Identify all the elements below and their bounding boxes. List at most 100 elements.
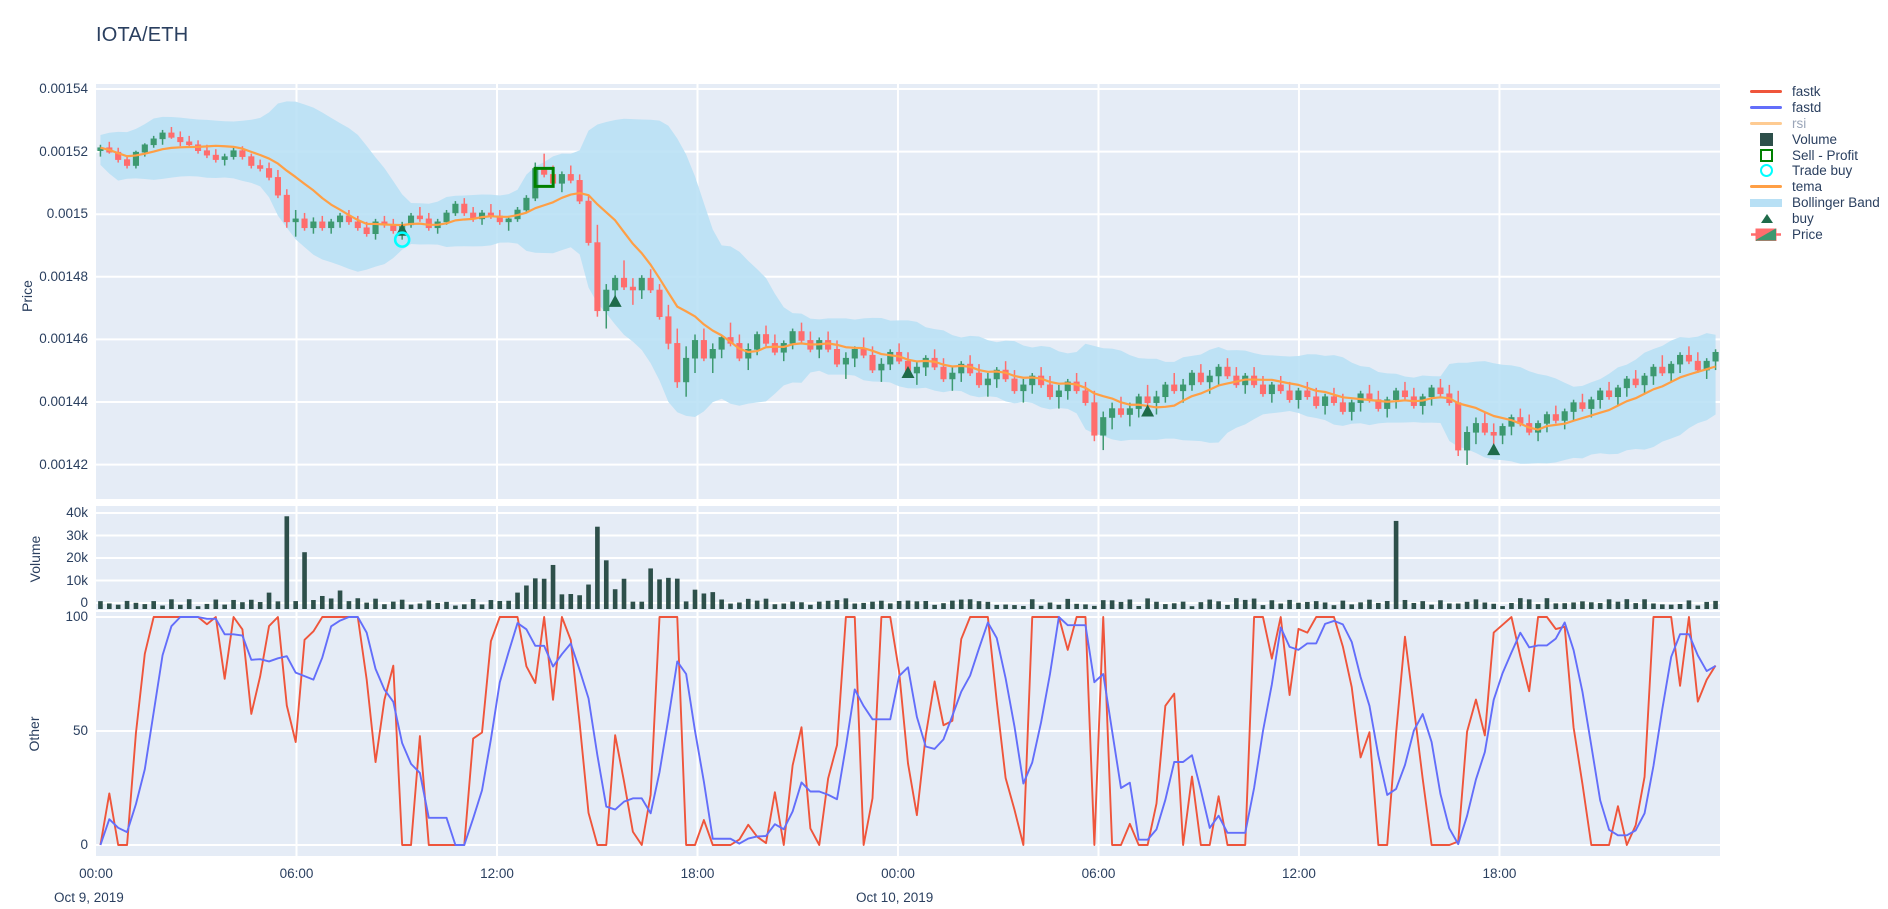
volume-bar bbox=[1136, 606, 1142, 609]
axis-tick-label: 0 bbox=[80, 595, 88, 610]
legend-line-swatch-icon bbox=[1748, 84, 1784, 99]
legend-item-fastd[interactable]: fastd bbox=[1748, 100, 1880, 116]
volume-bar bbox=[1287, 599, 1292, 609]
legend-candlestick-icon bbox=[1748, 227, 1784, 242]
volume-bar bbox=[648, 568, 653, 609]
volume-bar bbox=[1118, 601, 1124, 609]
legend-item-fastk[interactable]: fastk bbox=[1748, 84, 1880, 100]
x-axis-date-label: Oct 9, 2019 bbox=[54, 890, 124, 905]
volume-bar bbox=[346, 601, 352, 609]
legend-item-label: Volume bbox=[1792, 131, 1838, 147]
volume-bar bbox=[763, 598, 769, 609]
axis-tick-label: 100 bbox=[65, 609, 88, 624]
volume-bar bbox=[142, 604, 148, 609]
square-swatch-icon bbox=[1760, 132, 1773, 146]
volume-bar bbox=[559, 594, 565, 609]
axis-tick-label: 20k bbox=[66, 550, 88, 565]
legend-item-label: fastk bbox=[1792, 84, 1821, 100]
volume-bar bbox=[222, 604, 227, 609]
buy-marker bbox=[1487, 443, 1501, 456]
volume-bar bbox=[781, 603, 787, 609]
volume-bar bbox=[683, 601, 689, 609]
volume-bar bbox=[1526, 599, 1532, 609]
legend-item-bollinger-band[interactable]: Bollinger Band bbox=[1748, 195, 1880, 211]
volume-bar bbox=[1518, 598, 1523, 609]
volume-bar bbox=[603, 560, 609, 609]
volume-bar bbox=[737, 602, 742, 609]
volume-bar bbox=[586, 584, 591, 609]
trade-buy-marker bbox=[393, 231, 411, 248]
axis-tick-label: 0.00144 bbox=[39, 394, 88, 409]
x-axis-date-label: Oct 10, 2019 bbox=[855, 890, 934, 905]
volume-bar bbox=[1003, 604, 1008, 609]
legend-square-swatch-icon bbox=[1748, 132, 1784, 147]
volume-bar bbox=[266, 592, 272, 609]
volume-bar bbox=[1340, 600, 1346, 609]
volume-bar bbox=[861, 602, 866, 609]
fastd-line bbox=[99, 616, 1717, 846]
volume-bar bbox=[390, 601, 396, 609]
legend-item-sell-profit[interactable]: Sell - Profit bbox=[1748, 147, 1880, 163]
other-plot-panel[interactable] bbox=[96, 612, 1720, 856]
legend-item-tema[interactable]: tema bbox=[1748, 179, 1880, 195]
volume-bar bbox=[808, 604, 813, 609]
volume-bar bbox=[479, 604, 485, 609]
volume-plot-panel[interactable] bbox=[96, 506, 1720, 610]
volume-bar bbox=[319, 595, 325, 609]
volume-bar bbox=[408, 604, 414, 609]
price-plot-panel[interactable] bbox=[96, 84, 1720, 499]
bollinger-band bbox=[100, 101, 1716, 464]
volume-bar bbox=[958, 599, 964, 609]
volume-bar bbox=[115, 604, 121, 609]
volume-bar bbox=[1589, 602, 1594, 609]
volume-bar bbox=[1189, 606, 1195, 609]
volume-bar bbox=[1074, 603, 1079, 609]
legend-item-rsi[interactable]: rsi bbox=[1748, 116, 1880, 132]
price-plot-svg bbox=[96, 84, 1720, 499]
page-title: IOTA/ETH bbox=[96, 24, 189, 46]
volume-bar bbox=[1509, 602, 1514, 609]
volume-bar bbox=[1429, 604, 1434, 609]
volume-bar bbox=[151, 601, 156, 609]
volume-bar bbox=[1420, 601, 1426, 609]
volume-bar bbox=[1393, 520, 1399, 609]
legend-line-swatch-icon bbox=[1748, 116, 1784, 131]
legend-item-label: rsi bbox=[1792, 115, 1807, 131]
axis-tick-label: 30k bbox=[66, 527, 88, 543]
volume-bar bbox=[657, 579, 662, 609]
axis-tick-label: 40k bbox=[66, 505, 88, 520]
legend-item-trade-buy[interactable]: Trade buy bbox=[1748, 163, 1880, 179]
volume-bar bbox=[1464, 601, 1470, 609]
volume-bar bbox=[1571, 602, 1576, 609]
volume-bar bbox=[1198, 602, 1204, 609]
legend-item-buy[interactable]: buy bbox=[1748, 210, 1880, 226]
chart-legend[interactable]: fastk fastd rsi Volume Sell - Profit Trade bu… bbox=[1748, 84, 1880, 242]
volume-bar bbox=[834, 600, 840, 609]
volume-bar bbox=[1367, 599, 1372, 609]
x-axis-tick-label: 12:00 bbox=[1282, 866, 1316, 881]
volume-bar bbox=[816, 601, 822, 609]
volume-bar bbox=[1216, 601, 1221, 609]
legend-item-price[interactable]: Price bbox=[1748, 226, 1880, 242]
legend-item-volume[interactable]: Volume bbox=[1748, 131, 1880, 147]
other-plot-svg bbox=[96, 612, 1720, 856]
volume-bar bbox=[1491, 603, 1497, 609]
volume-bar bbox=[1633, 603, 1639, 609]
volume-bar bbox=[790, 601, 795, 609]
volume-bar bbox=[1677, 604, 1683, 609]
volume-bar bbox=[595, 526, 600, 609]
volume-bar bbox=[293, 601, 298, 609]
volume-bar bbox=[248, 599, 254, 609]
volume-bar bbox=[852, 603, 858, 609]
volume-bar bbox=[364, 602, 369, 609]
volume-bar bbox=[470, 599, 476, 609]
volume-bar bbox=[1642, 599, 1647, 609]
volume-bar bbox=[231, 599, 236, 609]
volume-bar bbox=[435, 602, 440, 609]
line-swatch-icon bbox=[1750, 185, 1782, 189]
legend-square-outline-icon bbox=[1748, 148, 1784, 163]
volume-bar bbox=[870, 601, 875, 609]
volume-bar bbox=[453, 605, 458, 609]
other-axis-title: Other bbox=[26, 716, 42, 752]
